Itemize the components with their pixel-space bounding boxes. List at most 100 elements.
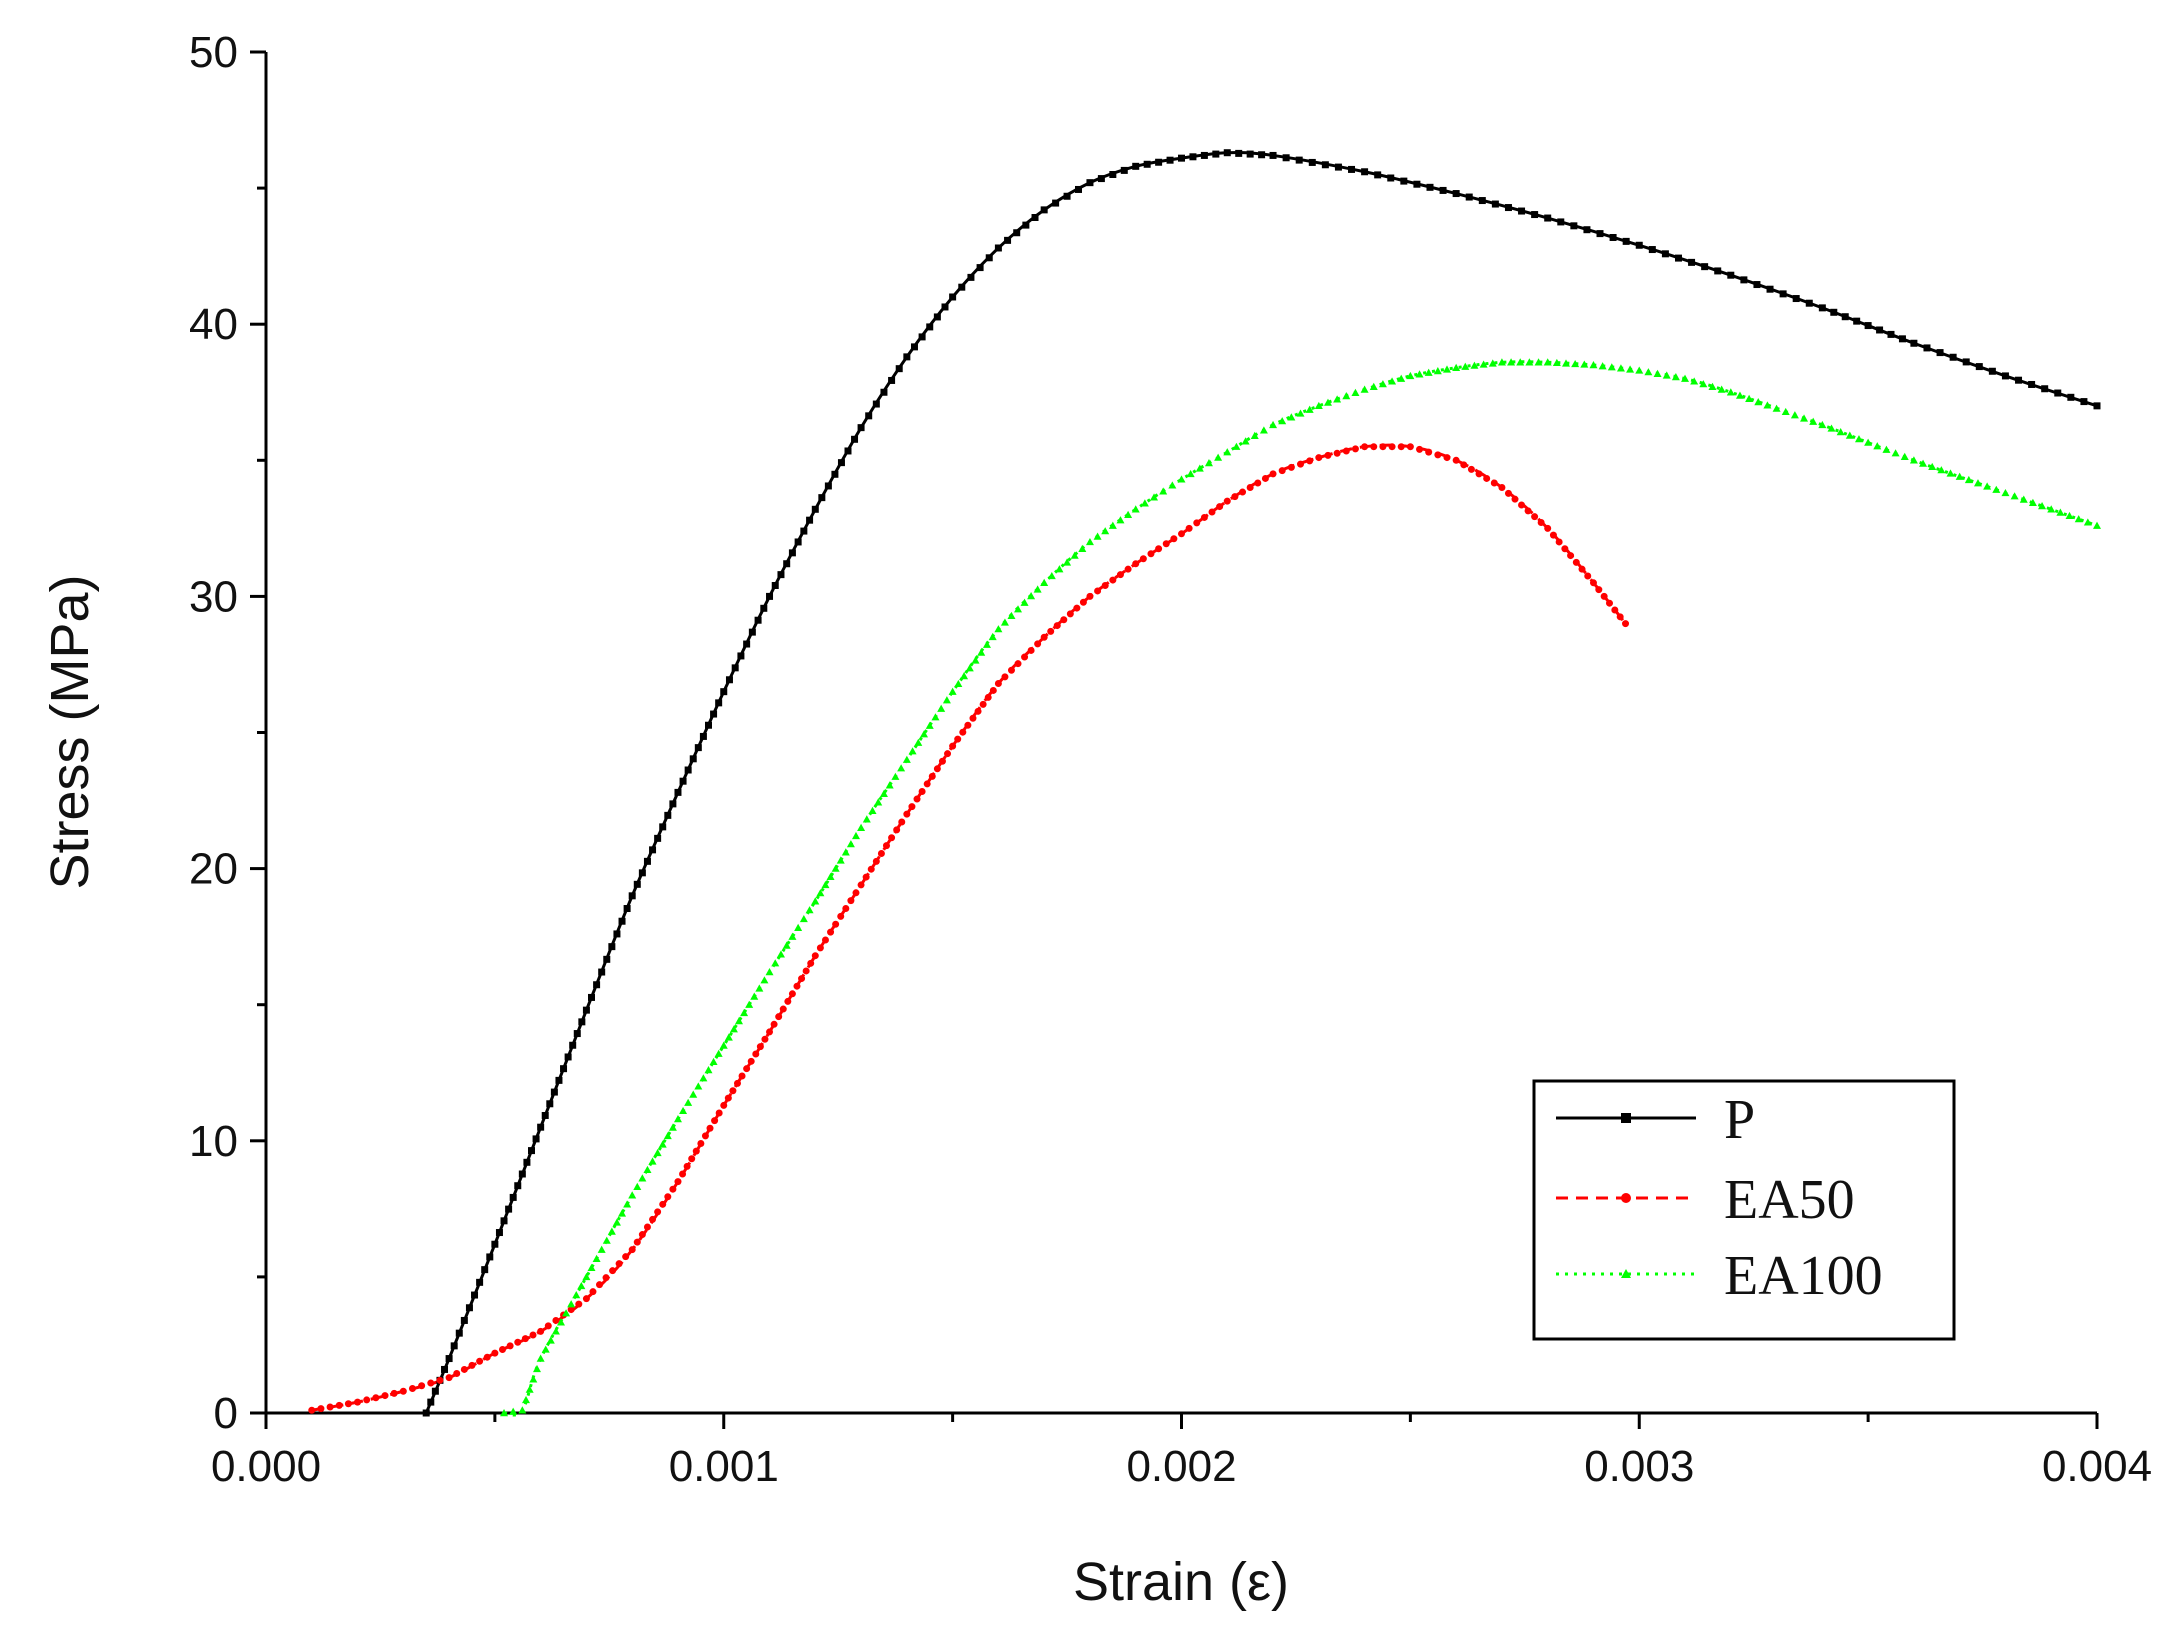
data-point-p (1923, 344, 1931, 352)
data-point-p (1864, 322, 1872, 330)
data-point-ea50 (649, 1215, 657, 1223)
data-point-ea50 (354, 1398, 362, 1406)
data-point-ea100 (1946, 469, 1955, 477)
data-point-p (1075, 185, 1083, 193)
data-point-ea100 (1124, 510, 1133, 518)
data-point-ea100 (2065, 511, 2074, 520)
data-point-ea100 (567, 1300, 576, 1308)
data-point-ea100 (587, 1263, 596, 1272)
data-point-ea50 (1600, 592, 1608, 600)
data-point-p (1143, 160, 1151, 168)
data-point-ea100 (1479, 360, 1488, 368)
data-point-ea100 (1772, 404, 1781, 412)
data-point-p (1246, 150, 1254, 158)
data-point-ea100 (1626, 365, 1635, 373)
data-point-p (1155, 158, 1163, 166)
data-point-ea50 (964, 721, 972, 729)
data-point-ea50 (1040, 633, 1048, 641)
data-point-p (704, 721, 712, 729)
data-point-p (1583, 226, 1591, 234)
data-point-ea100 (684, 1098, 693, 1106)
data-point-ea100 (920, 730, 929, 738)
data-point-ea100 (1507, 358, 1516, 366)
data-point-ea100 (1223, 448, 1232, 456)
data-point-ea50 (1443, 454, 1451, 462)
data-point-p (933, 313, 941, 321)
data-point-ea100 (1992, 485, 2001, 493)
data-point-p (1887, 330, 1895, 338)
data-point-p (1910, 339, 1918, 347)
data-point-ea100 (1809, 417, 1818, 425)
data-point-p (824, 482, 832, 490)
data-point-p (455, 1329, 463, 1337)
data-point-p (1622, 237, 1630, 245)
data-point-ea100 (2001, 488, 2010, 497)
data-point-p (491, 1240, 499, 1248)
data-point-p (638, 869, 646, 877)
data-point-ea100 (805, 906, 814, 914)
data-point-ea50 (711, 1117, 719, 1125)
data-point-ea100 (562, 1309, 571, 1317)
data-point-ea50 (1524, 507, 1532, 515)
y-tick-label: 20 (189, 845, 238, 894)
data-point-ea100 (2010, 492, 2019, 500)
data-point-p (976, 264, 984, 272)
data-point-p (669, 800, 677, 808)
x-tick-label: 0.003 (1584, 1442, 1694, 1491)
data-point-ea50 (408, 1385, 416, 1393)
data-point-ea100 (885, 781, 894, 789)
data-point-ea50 (1452, 456, 1460, 464)
data-point-ea100 (765, 968, 774, 976)
data-point-ea50 (372, 1394, 380, 1402)
data-point-ea100 (788, 932, 797, 940)
data-point-p (527, 1147, 535, 1155)
data-point-ea50 (1622, 620, 1630, 628)
data-point-ea50 (766, 1028, 774, 1036)
data-point-ea100 (577, 1281, 586, 1290)
data-point-ea50 (1021, 653, 1029, 661)
data-point-ea100 (525, 1385, 534, 1393)
data-point-ea100 (694, 1082, 703, 1090)
data-point-p (1223, 149, 1231, 157)
data-point-ea100 (602, 1236, 611, 1244)
data-point-p (505, 1205, 513, 1213)
data-point-p (1063, 192, 1071, 200)
data-point-ea50 (659, 1200, 667, 1208)
data-point-ea50 (1531, 513, 1539, 521)
data-point-ea50 (1589, 579, 1597, 587)
data-point-p (783, 560, 791, 568)
data-point-ea100 (1140, 499, 1149, 507)
data-point-p (800, 527, 808, 535)
data-point-ea100 (948, 687, 957, 695)
data-point-ea100 (826, 872, 835, 880)
data-point-p (550, 1088, 558, 1096)
data-point-ea100 (623, 1200, 632, 1208)
data-point-ea50 (949, 742, 957, 750)
data-point-ea100 (965, 664, 974, 672)
data-point-ea50 (589, 1288, 597, 1296)
y-tick-label: 30 (189, 572, 238, 621)
data-point-ea100 (1845, 431, 1854, 439)
data-point-ea50 (928, 772, 936, 780)
data-point-p (509, 1193, 517, 1201)
data-point-ea50 (418, 1382, 426, 1390)
data-point-ea100 (1259, 426, 1268, 434)
data-point-p (1518, 207, 1526, 215)
data-point-ea100 (1470, 361, 1479, 369)
data-point-ea50 (1066, 610, 1074, 618)
data-point-p (1596, 230, 1604, 238)
y-tick-label: 0 (214, 1389, 238, 1438)
data-point-ea100 (902, 755, 911, 763)
data-point-ea100 (2093, 521, 2101, 529)
x-tick-label: 0.000 (211, 1442, 321, 1491)
data-point-ea100 (1973, 479, 1982, 487)
data-point-p (1426, 183, 1434, 191)
data-point-p (941, 303, 949, 311)
data-point-ea50 (1208, 508, 1216, 516)
data-point-ea50 (1094, 587, 1102, 595)
data-point-ea100 (1497, 358, 1506, 366)
data-point-p (1052, 199, 1060, 207)
data-point-ea50 (1109, 576, 1117, 584)
data-point-p (2028, 380, 2036, 388)
data-point-ea50 (852, 889, 860, 897)
